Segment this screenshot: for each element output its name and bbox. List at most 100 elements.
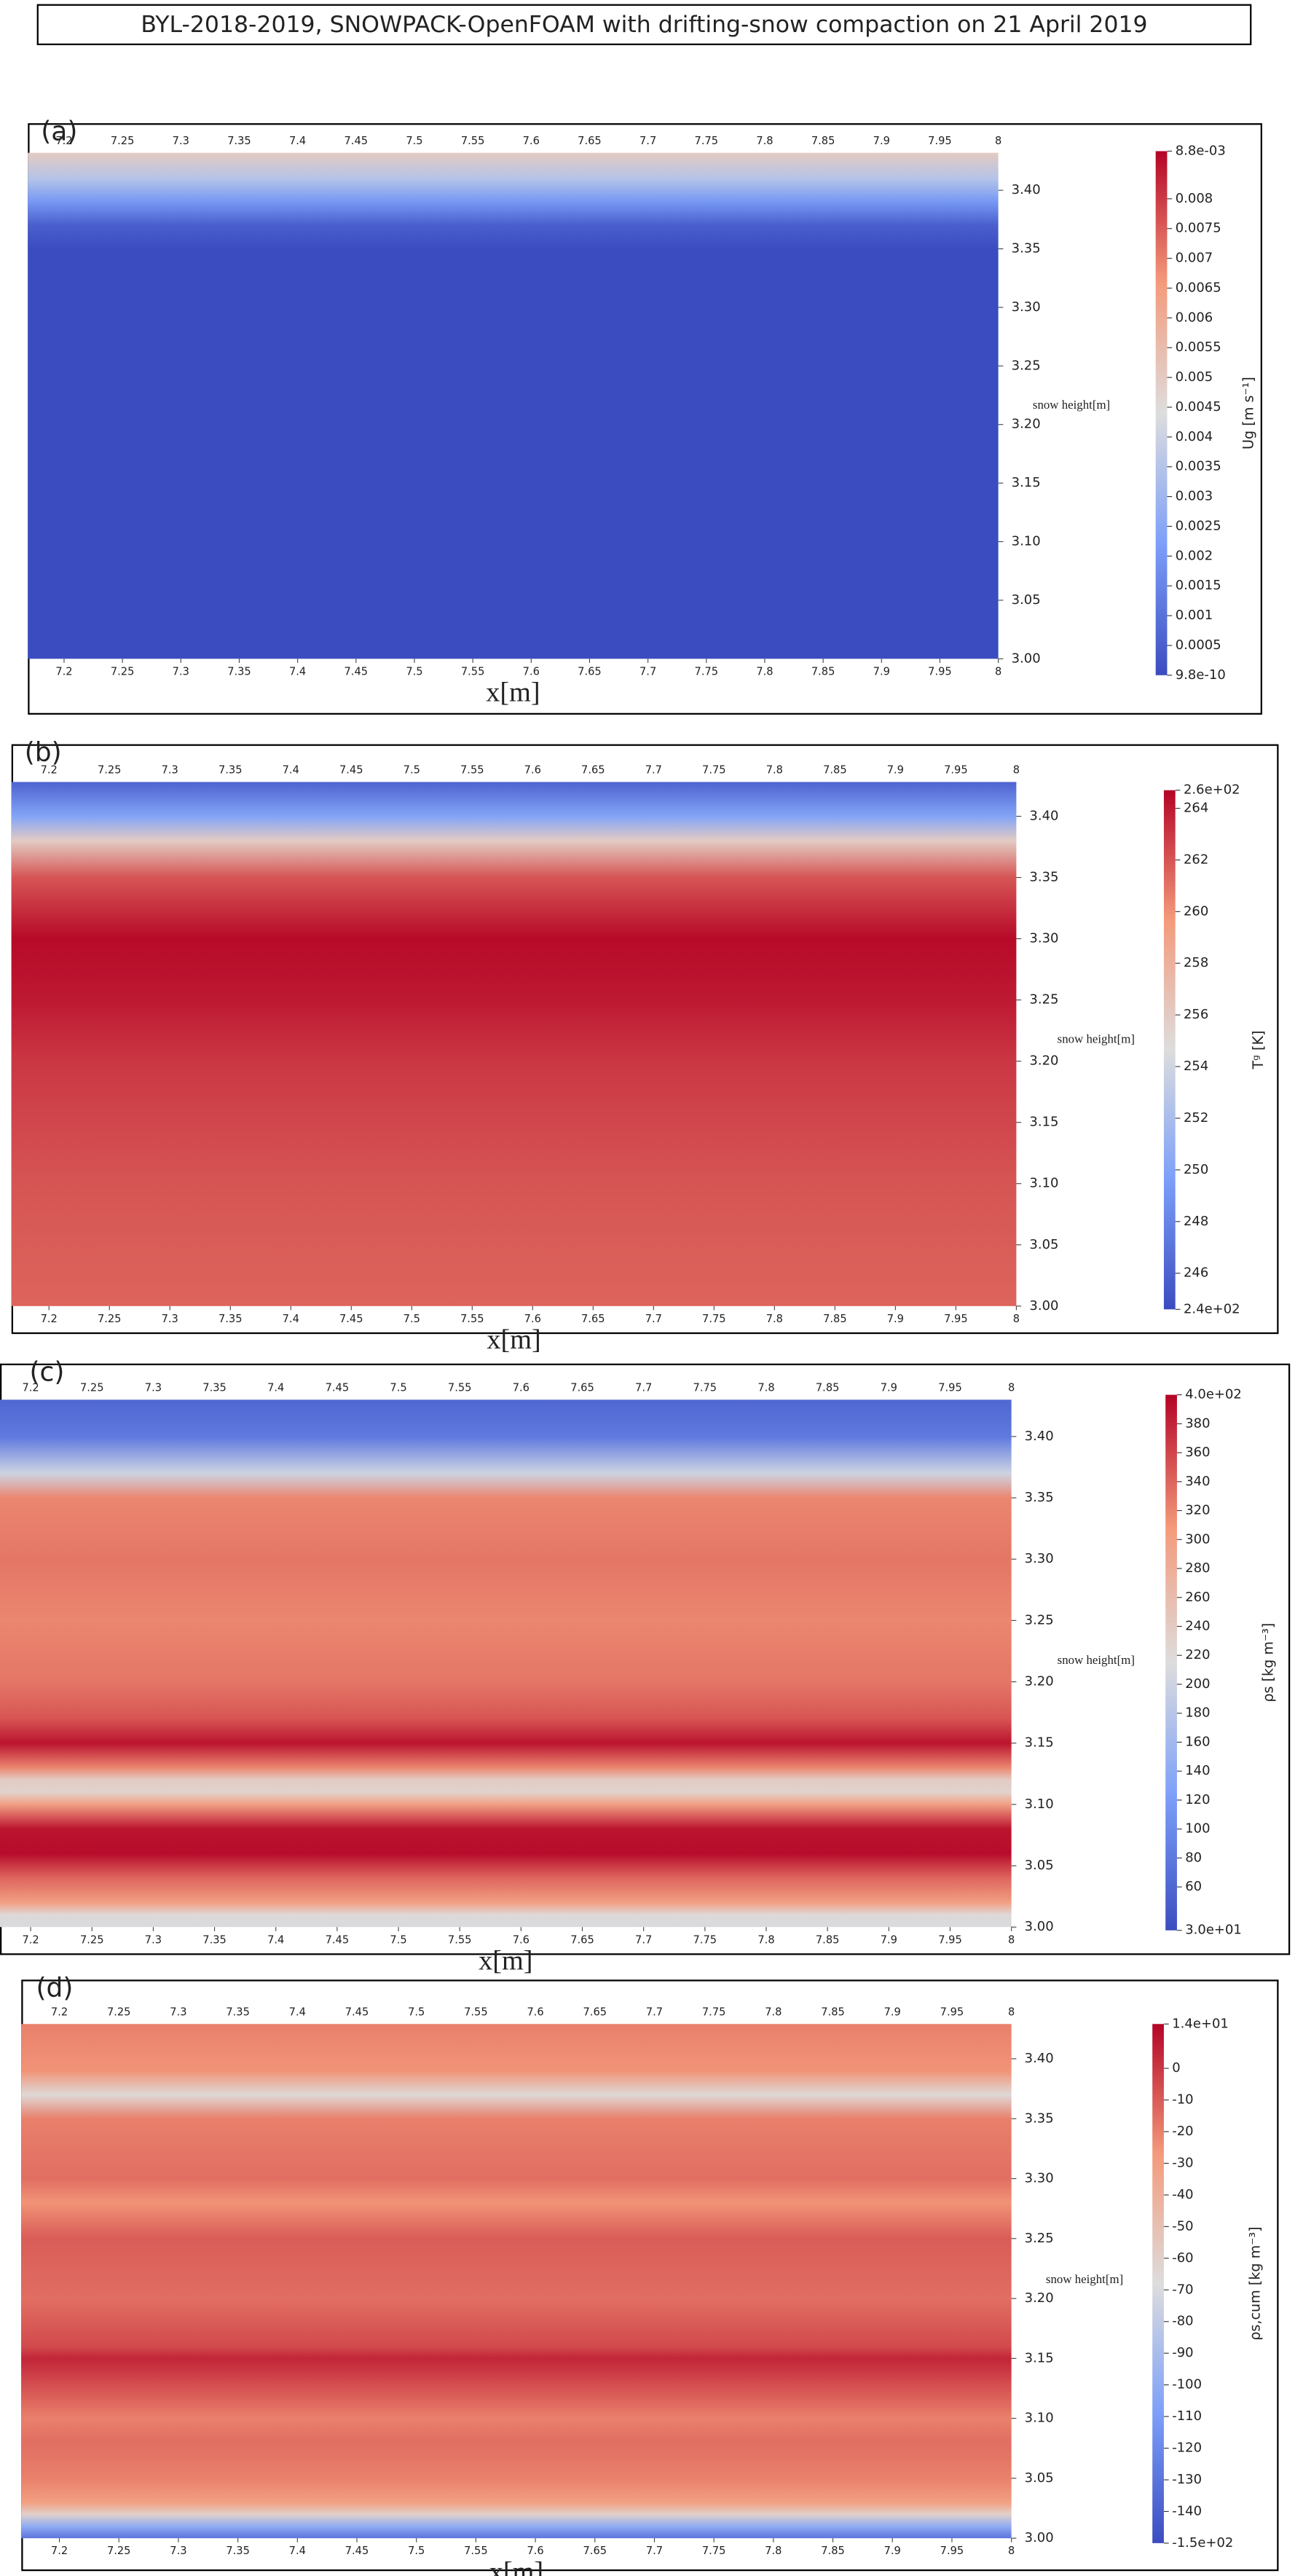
x-tick-label: 7.3 (162, 1313, 178, 1325)
x-tick-label: 7.5 (408, 2545, 425, 2557)
colorbar-tick-label: 0.006 (1176, 310, 1213, 325)
x-tick-label-top: 7.3 (173, 135, 189, 147)
x-tick-label: 7.45 (339, 1313, 363, 1325)
colorbar-tick-label: -70 (1172, 2282, 1193, 2297)
x-tick-label: 8 (995, 665, 1001, 678)
x-tick-label-top: 7.45 (326, 1382, 350, 1394)
x-tick-label-top: 7.55 (461, 135, 485, 147)
colorbar-label: Tᵍ [K] (1250, 1030, 1267, 1069)
panel-label: (d) (36, 1974, 74, 2003)
x-tick-label: 7.7 (635, 1933, 652, 1946)
x-tick-label: 7.95 (940, 2545, 964, 2557)
y-tick-label: 3.10 (1025, 2411, 1054, 2426)
x-tick-label-top: 7.75 (702, 764, 726, 777)
panel-label: (c) (30, 1357, 65, 1387)
y-tick-label: 3.10 (1025, 1796, 1054, 1812)
x-tick-label: 7.35 (227, 665, 251, 678)
colorbar-label: Ug [m s⁻¹] (1240, 377, 1256, 449)
x-tick-label-top: 7.65 (570, 1382, 594, 1394)
y-tick-label: 3.30 (1025, 2171, 1054, 2186)
colorbar (1155, 151, 1168, 675)
colorbar-tick-label: 360 (1185, 1445, 1210, 1460)
colorbar-tick-label: -30 (1172, 2155, 1193, 2170)
x-axis-label: x[m] (487, 1324, 540, 1355)
x-tick-label: 7.55 (460, 1313, 484, 1325)
x-tick-label-top: 7.9 (887, 764, 904, 777)
x-tick-label: 7.3 (170, 2545, 186, 2557)
colorbar-tick-label: 160 (1185, 1734, 1210, 1749)
colorbar-tick-label: 0.005 (1176, 369, 1213, 385)
x-tick-label: 7.6 (513, 1933, 530, 1946)
colorbar (1163, 790, 1176, 1310)
x-tick-label-top: 7.4 (267, 1382, 284, 1394)
x-tick-label-top: 7.95 (928, 135, 952, 147)
x-tick-label-top: 7.7 (635, 1382, 652, 1394)
x-tick-label-top: 7.3 (145, 1382, 162, 1394)
x-tick-label: 7.4 (283, 1313, 299, 1325)
x-tick-label-top: 7.35 (227, 135, 251, 147)
y-tick-label: 3.15 (1012, 475, 1041, 490)
x-tick-label-top: 7.85 (811, 135, 835, 147)
x-tick-label-top: 7.9 (881, 1382, 897, 1394)
y-tick-label: 3.05 (1025, 1858, 1054, 1873)
x-tick-label: 7.75 (702, 1313, 726, 1325)
x-tick-label: 7.8 (757, 1933, 774, 1946)
x-tick-label: 7.55 (464, 2545, 488, 2557)
x-tick-label: 7.9 (881, 1933, 897, 1946)
colorbar-tick-label: 0.0005 (1176, 637, 1221, 653)
x-tick-label-top: 7.55 (460, 764, 484, 777)
colorbar-tick-label: 380 (1185, 1415, 1210, 1431)
x-tick-label-top: 7.65 (581, 764, 605, 777)
y-tick-label: 3.10 (1029, 1176, 1058, 1191)
x-tick-label: 8 (1008, 1933, 1015, 1946)
colorbar-tick-label: -90 (1172, 2345, 1193, 2360)
x-tick-label: 7.95 (944, 1313, 968, 1325)
colorbar-tick-label: 8.8e-03 (1176, 143, 1226, 158)
y-tick-label: 3.25 (1025, 1612, 1054, 1627)
x-tick-label-top: 7.65 (583, 2006, 607, 2018)
colorbar-label: ρs,cum [kg m⁻³] (1246, 2226, 1263, 2340)
x-tick-label-top: 8 (1008, 2006, 1015, 2018)
colorbar-tick-label: 1.4e+01 (1172, 2016, 1229, 2031)
x-tick-label-top: 7.9 (884, 2006, 901, 2018)
x-tick-label-top: 8 (995, 135, 1001, 147)
colorbar (1165, 1394, 1177, 1931)
colorbar-tick-label: 262 (1184, 852, 1208, 867)
x-tick-label: 7.6 (523, 665, 540, 678)
x-tick-label-top: 7.8 (765, 2006, 782, 2018)
y-axis-label: snow height[m] (1046, 2272, 1123, 2286)
colorbar-tick-label: 220 (1185, 1647, 1210, 1662)
colorbar-tick-label: 250 (1184, 1162, 1208, 1177)
x-tick-label: 7.3 (173, 665, 189, 678)
x-tick-label: 7.95 (928, 665, 952, 678)
x-tick-label: 7.25 (80, 1933, 104, 1946)
x-tick-label: 7.85 (821, 2545, 845, 2557)
title-box (36, 4, 1252, 46)
y-tick-label: 3.30 (1025, 1551, 1054, 1566)
colorbar-tick-label: 260 (1185, 1590, 1210, 1605)
colorbar-tick-label: -130 (1172, 2472, 1202, 2487)
x-tick-label-top: 7.5 (408, 2006, 425, 2018)
colorbar-tick-label: 240 (1185, 1618, 1210, 1633)
y-tick-label: 3.15 (1029, 1115, 1058, 1130)
x-tick-label: 7.65 (581, 1313, 605, 1325)
y-axis-label: snow height[m] (1058, 1032, 1135, 1045)
x-tick-label-top: 7.3 (170, 2006, 186, 2018)
x-tick-label-top: 7.5 (404, 764, 420, 777)
x-tick-label-top: 7.7 (645, 764, 662, 777)
colorbar-tick-label: 254 (1184, 1059, 1208, 1074)
y-tick-label: 3.25 (1025, 2231, 1054, 2246)
x-tick-label-top: 7.25 (111, 135, 135, 147)
colorbar-tick-label: 180 (1185, 1705, 1210, 1721)
x-tick-label-top: 7.2 (22, 1382, 39, 1394)
x-tick-label: 7.95 (938, 1933, 962, 1946)
colorbar-tick-label: 260 (1184, 903, 1208, 919)
colorbar-tick-label: 3.0e+01 (1185, 1923, 1242, 1938)
x-tick-label: 7.25 (111, 665, 135, 678)
colorbar-tick-label: 256 (1184, 1007, 1208, 1022)
y-tick-label: 3.35 (1025, 2110, 1054, 2126)
field (0, 1399, 1012, 1928)
x-tick-label: 7.9 (887, 1313, 904, 1325)
x-tick-label: 7.75 (693, 1933, 717, 1946)
